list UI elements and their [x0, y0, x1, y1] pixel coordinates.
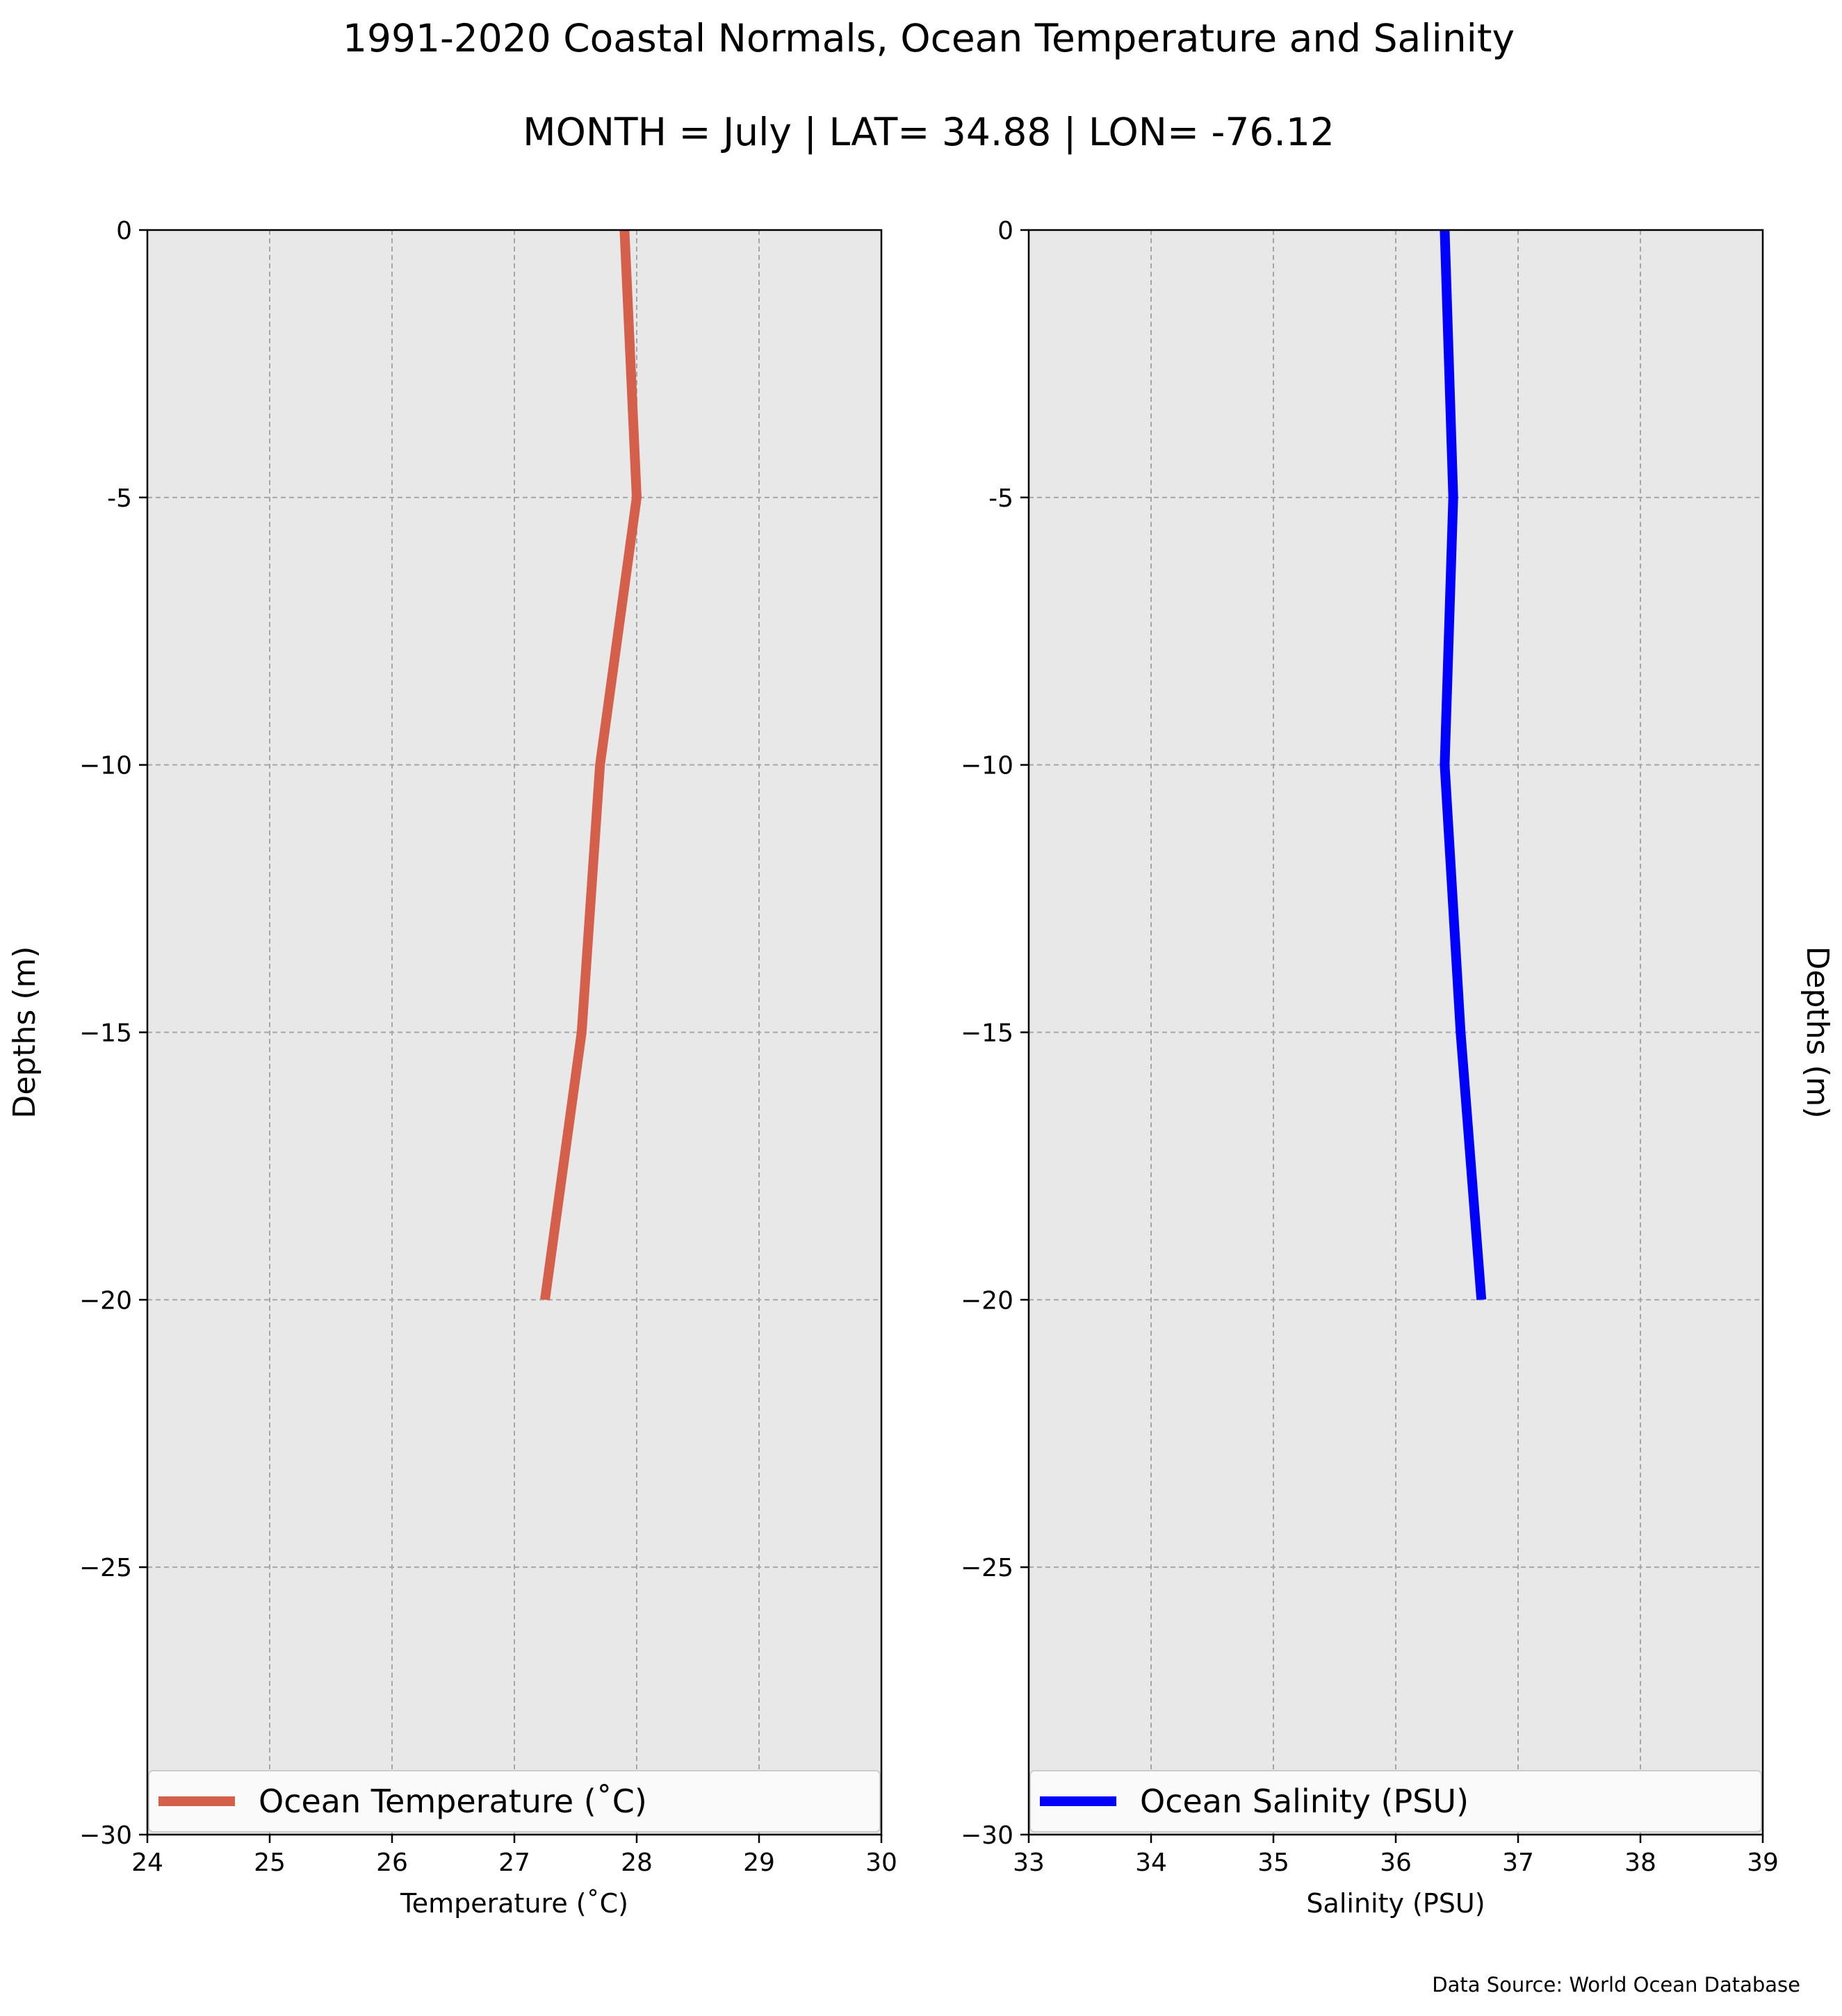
temperature-x-tick-label: 28 [621, 1849, 653, 1877]
data-source-note: Data Source: World Ocean Database [1432, 1973, 1800, 1997]
temperature-y-tick-label: −25 [79, 1554, 132, 1582]
temperature-series-line [540, 229, 642, 1301]
salinity-y-tick-label: −15 [961, 1019, 1013, 1048]
salinity-series-line [1440, 229, 1487, 1300]
salinity-x-tick-label: 37 [1502, 1849, 1534, 1877]
salinity-y-tick-label: −25 [961, 1554, 1013, 1582]
salinity-y-tick-label: −10 [961, 752, 1013, 780]
salinity-y-tick-label: 0 [997, 217, 1013, 245]
temperature-y-tick-label: -5 [107, 484, 132, 513]
salinity-y-tick-label: −20 [961, 1286, 1013, 1315]
temperature-panel: Ocean Temperature (˚C) 24 25 26 27 28 29 30 0 -5 −… [7, 217, 897, 1919]
salinity-panel: Ocean Salinity (PSU) 33 34 35 36 37 38 39 0 -5 −10… [961, 217, 1835, 1919]
salinity-x-tick-label: 39 [1747, 1849, 1779, 1877]
salinity-y-tick-label: −30 [961, 1821, 1013, 1850]
salinity-x-axis-label: Salinity (PSU) [1306, 1888, 1485, 1919]
temperature-y-tick-label: −15 [79, 1019, 132, 1048]
salinity-x-tick-label: 33 [1013, 1849, 1045, 1877]
temperature-y-tick-label: −30 [79, 1821, 132, 1850]
temperature-x-tick-label: 26 [376, 1849, 408, 1877]
salinity-legend-label: Ocean Salinity (PSU) [1140, 1783, 1469, 1820]
salinity-x-tick-label: 38 [1624, 1849, 1656, 1877]
salinity-x-tick-label: 36 [1380, 1849, 1412, 1877]
temperature-x-axis-label: Temperature (˚C) [400, 1888, 628, 1919]
salinity-x-tick-label: 35 [1257, 1849, 1289, 1877]
temperature-x-tick-label: 30 [865, 1849, 897, 1877]
temperature-x-tick-label: 25 [254, 1849, 286, 1877]
salinity-y-axis-label: Depths (m) [1800, 946, 1835, 1118]
chart-subtitle: MONTH = July | LAT= 34.88 | LON= -76.12 [523, 110, 1335, 155]
temperature-x-tick-label: 27 [498, 1849, 530, 1877]
salinity-x-tick-label: 34 [1135, 1849, 1167, 1877]
salinity-y-tick-label: -5 [988, 484, 1013, 513]
temperature-x-tick-label: 29 [743, 1849, 775, 1877]
temperature-y-tick-label: −10 [79, 752, 132, 780]
chart-title: 1991-2020 Coastal Normals, Ocean Tempera… [343, 16, 1515, 60]
temperature-legend-box [148, 1770, 881, 1833]
temperature-y-tick-label: −20 [79, 1286, 132, 1315]
temperature-x-tick-label: 24 [131, 1849, 163, 1877]
temperature-legend-label: Ocean Temperature (˚C) [259, 1783, 647, 1820]
temperature-y-tick-label: 0 [116, 217, 132, 245]
temperature-y-axis-label: Depths (m) [7, 946, 42, 1118]
salinity-legend-box [1029, 1770, 1762, 1833]
